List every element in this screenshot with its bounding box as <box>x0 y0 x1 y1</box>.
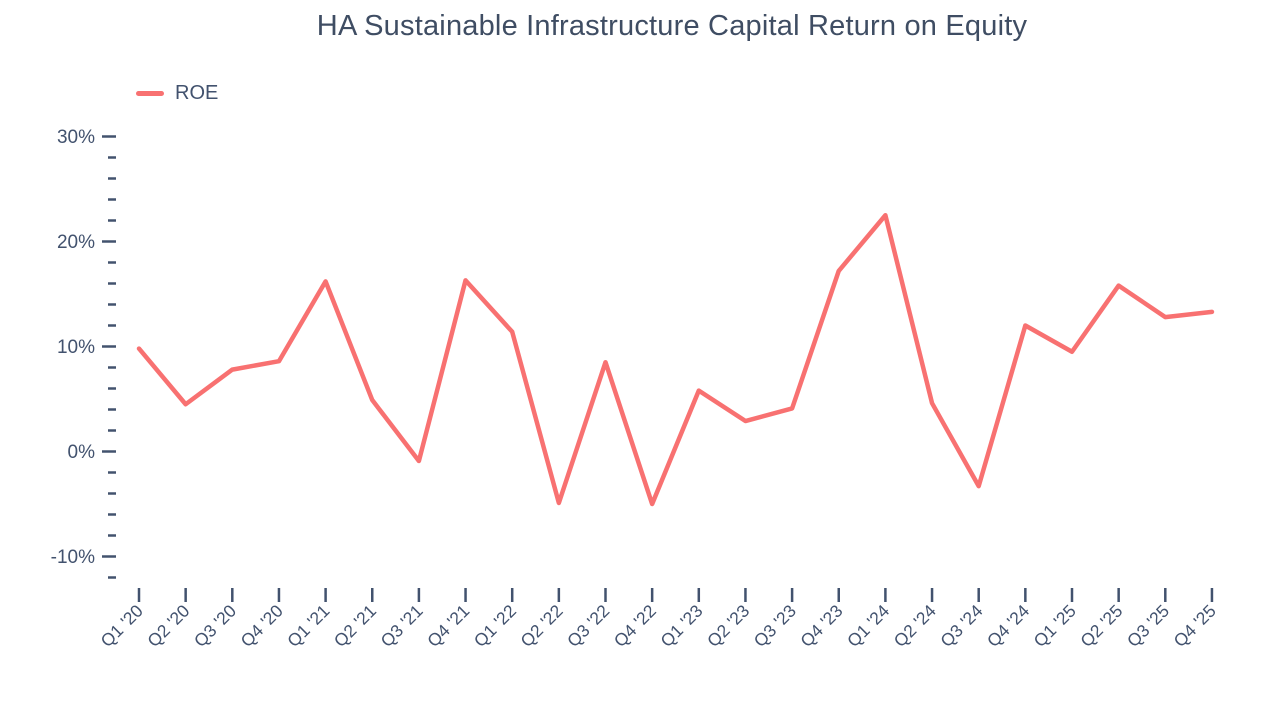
roe-line-series <box>136 213 1215 507</box>
x-tick-label: Q1 '22 <box>470 601 520 651</box>
x-tick-label: Q4 '25 <box>1170 601 1220 651</box>
x-tick-label: Q4 '20 <box>237 600 287 650</box>
x-tick-label: Q2 '20 <box>143 600 193 650</box>
y-tick-label: 30% <box>57 127 95 148</box>
legend-item-label: ROE <box>175 82 219 104</box>
x-tick-label: Q3 '22 <box>563 601 613 651</box>
x-tick-label: Q3 '21 <box>377 601 427 651</box>
x-tick-label: Q3 '25 <box>1123 601 1173 651</box>
y-tick-label: 20% <box>57 232 95 253</box>
x-tick-label: Q2 '25 <box>1076 601 1126 651</box>
roe-legend-swatch-icon <box>136 91 164 96</box>
x-tick-label: Q3 '23 <box>750 601 800 651</box>
x-tick-label: Q1 '24 <box>843 600 893 650</box>
x-tick-label: Q2 '23 <box>703 601 753 651</box>
x-tick-label: Q3 '20 <box>190 600 240 650</box>
chart-title: HA Sustainable Infrastructure Capital Re… <box>316 10 1028 42</box>
x-tick-label: Q4 '24 <box>983 600 1033 650</box>
x-tick-label: Q2 '21 <box>330 601 380 651</box>
x-tick-label: Q1 '25 <box>1030 601 1080 651</box>
y-tick-label: 10% <box>57 337 95 358</box>
x-tick-label: Q1 '23 <box>656 601 706 651</box>
y-tick-label: -10% <box>51 547 95 568</box>
legend: ROE <box>136 82 218 105</box>
x-tick-label: Q4 '22 <box>610 601 660 651</box>
x-tick-label: Q2 '24 <box>890 600 940 650</box>
x-tick-label: Q1 '20 <box>97 600 147 650</box>
x-tick-label: Q3 '24 <box>936 600 986 650</box>
x-tick-label: Q4 '21 <box>423 601 473 651</box>
legend-item-roe[interactable]: ROE <box>136 82 218 105</box>
y-tick-label: 0% <box>68 442 96 463</box>
x-tick-label: Q4 '23 <box>796 601 846 651</box>
x-tick-label: Q2 '22 <box>516 601 566 651</box>
x-tick-label: Q1 '21 <box>283 601 333 651</box>
